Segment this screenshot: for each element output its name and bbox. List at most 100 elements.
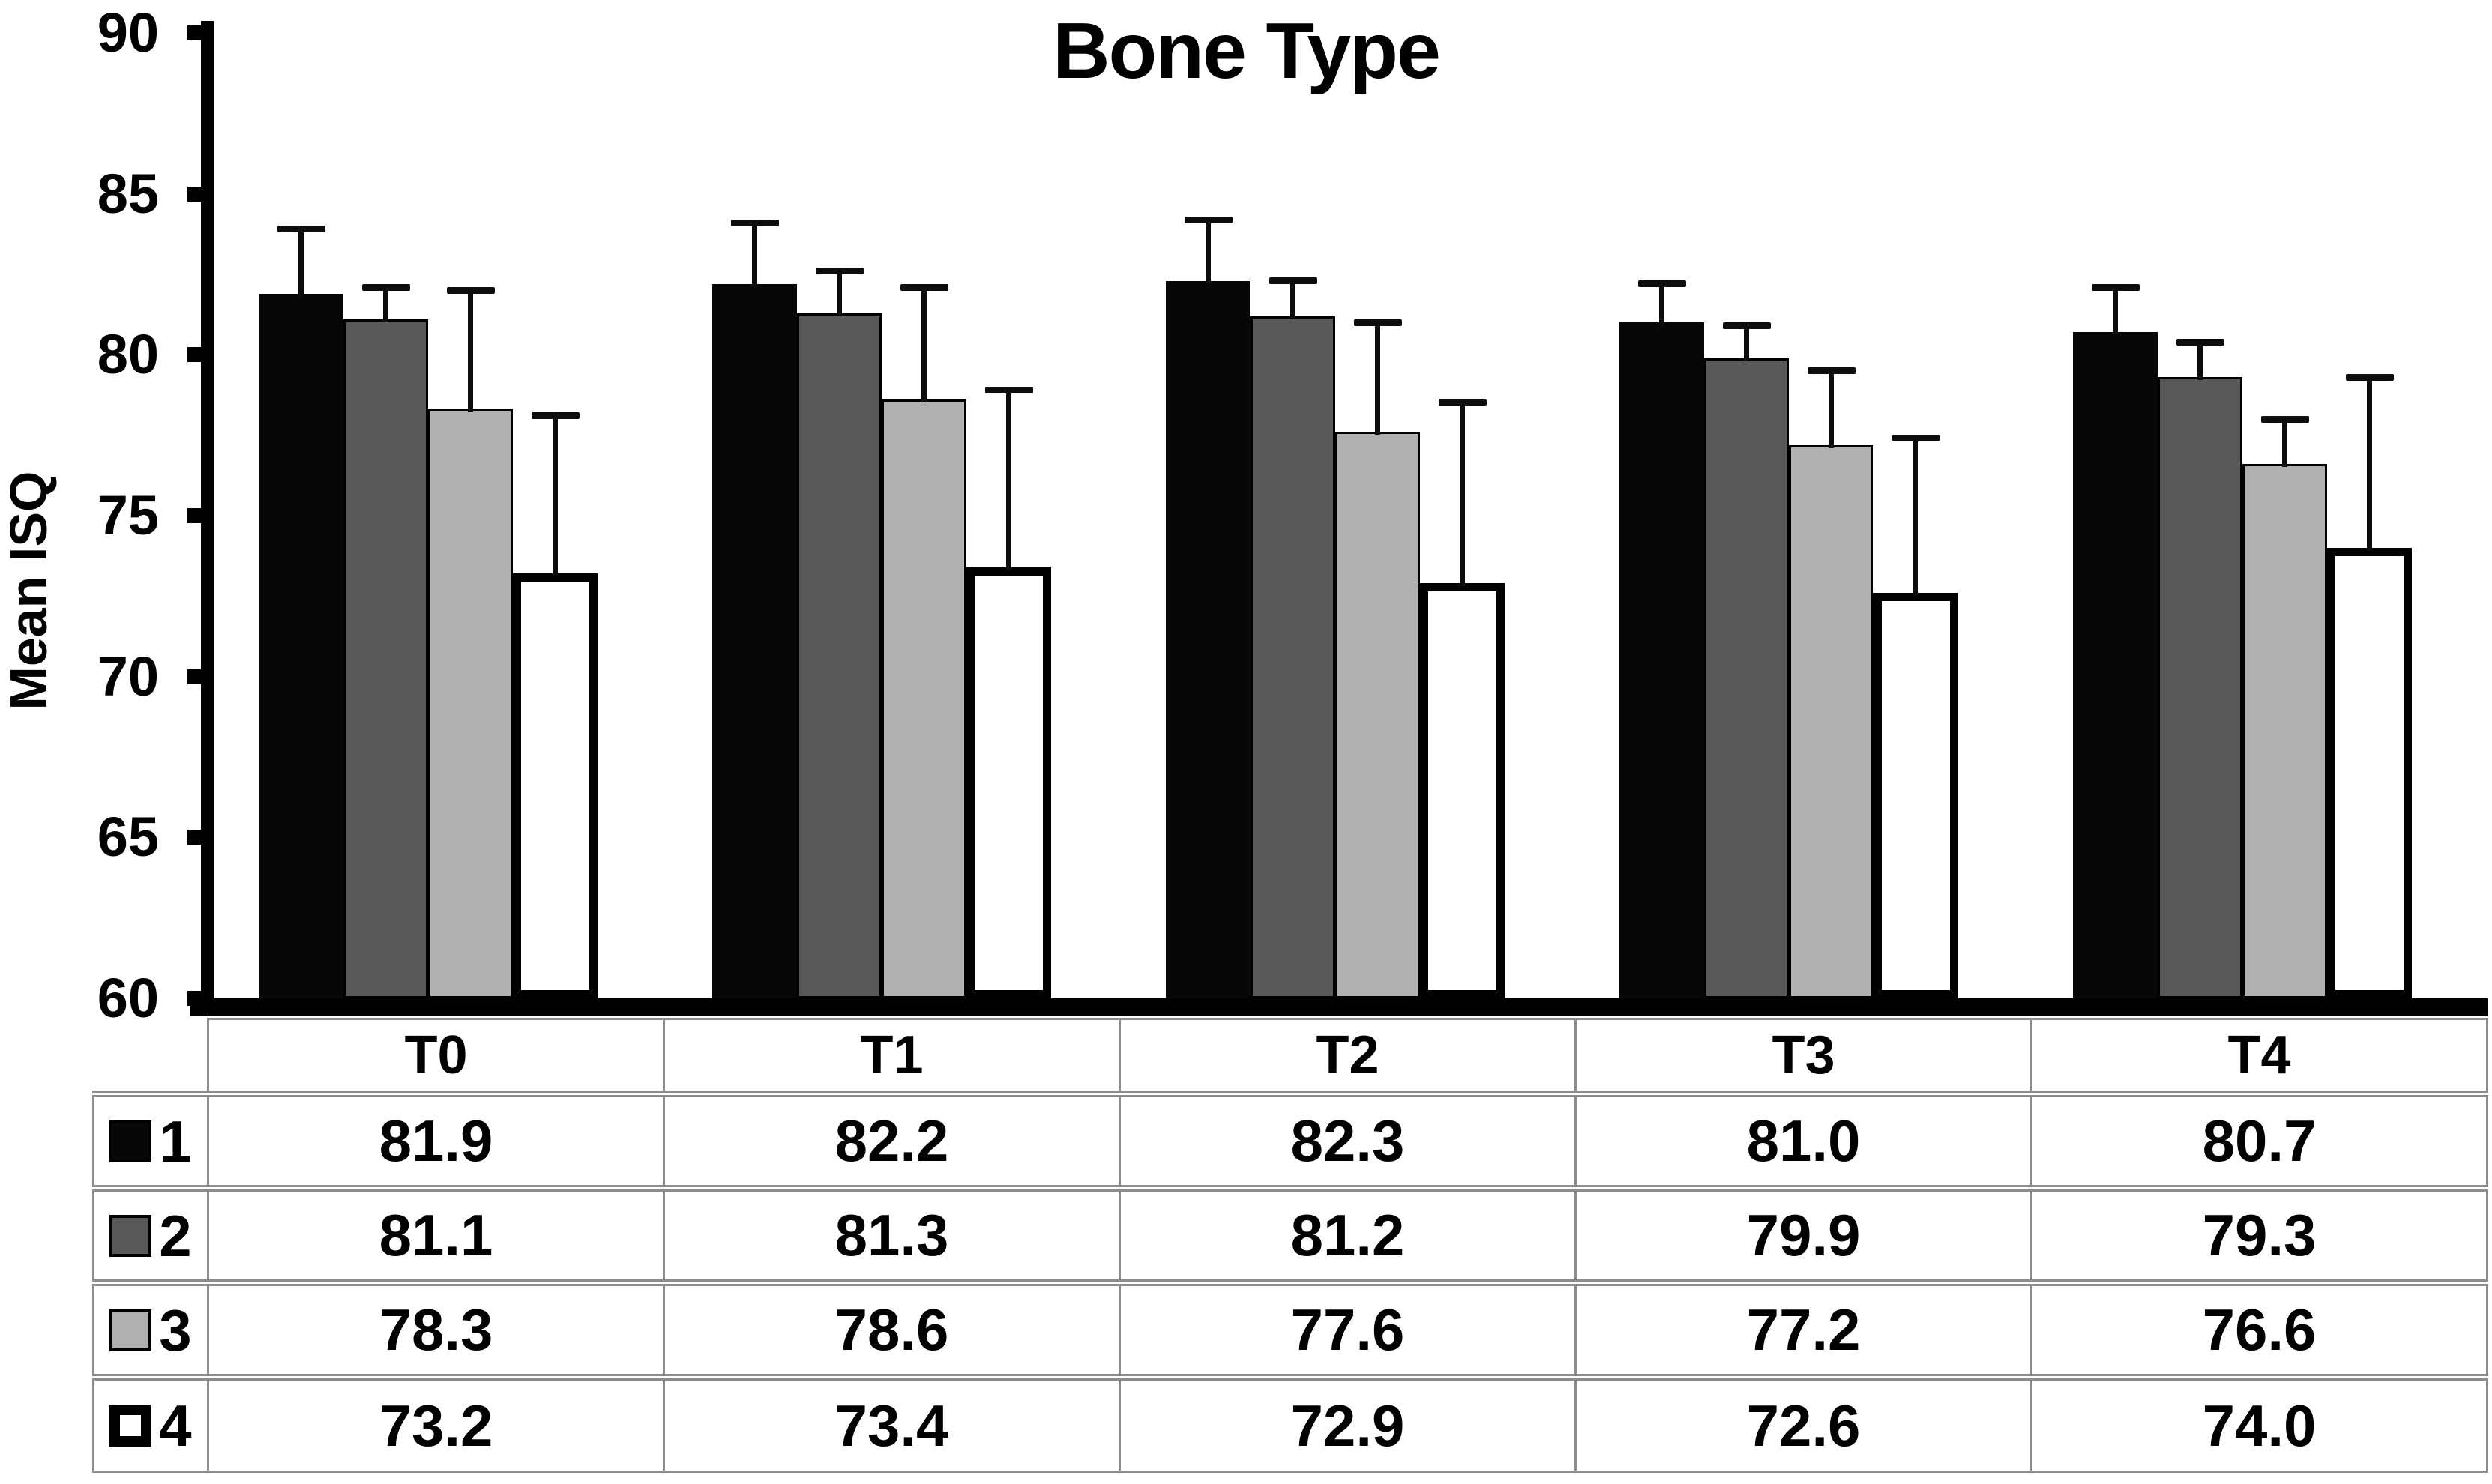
table-header-T4: T4 (2030, 1018, 2488, 1095)
table-cell-T1-series-2: 81.3 (663, 1187, 1121, 1284)
error-bar-cap-T0-series-1 (277, 226, 325, 233)
error-bar-line-T4-series-2 (2197, 342, 2203, 381)
bar-T2-series-3 (1335, 432, 1420, 998)
y-tick-mark-85 (187, 186, 201, 202)
error-bar-line-T3-series-3 (1829, 370, 1834, 448)
bar-T4-series-1 (2073, 332, 2158, 998)
error-bar-cap-T2-series-2 (1268, 277, 1317, 285)
error-bar-line-T2-series-3 (1375, 322, 1380, 435)
bar-T1-series-1 (712, 283, 797, 998)
error-bar-line-T1-series-3 (921, 287, 927, 403)
table-cell-T0-series-2: 81.1 (207, 1187, 665, 1284)
bar-T2-series-2 (1250, 316, 1335, 998)
error-bar-cap-T1-series-4 (984, 387, 1033, 394)
error-bar-line-T2-series-1 (1206, 220, 1211, 284)
error-bar-line-T2-series-2 (1290, 280, 1295, 319)
y-tick-label-70: 70 (97, 645, 159, 708)
table-header-stub (94, 1019, 208, 1094)
y-tick-label-85: 85 (97, 162, 159, 225)
table-header-T1: T1 (663, 1018, 1121, 1095)
error-bar-cap-T2-series-4 (1438, 399, 1487, 407)
error-bar-line-T3-series-2 (1744, 325, 1749, 361)
data-table: T0 T1 T2 T3 T4 1 81.9 82.2 82.3 81.0 80.7 2 81.1 81.3… (92, 1018, 2488, 1473)
error-bar-line-T1-series-4 (1006, 390, 1011, 570)
table-row-series-4: 4 73.2 73.4 72.9 72.6 74.0 (92, 1376, 2488, 1473)
table-cell-T3-series-3: 77.2 (1574, 1282, 2032, 1378)
table-cell-T2-series-3: 77.6 (1119, 1282, 1577, 1378)
table-cell-T3-series-4: 72.6 (1574, 1376, 2032, 1473)
error-bar-line-T0-series-4 (553, 415, 558, 577)
table-cell-T1-series-3: 78.6 (663, 1282, 1121, 1378)
legend-series-label-4: 4 (159, 1393, 192, 1459)
table-cell-T3-series-1: 81.0 (1574, 1093, 2032, 1189)
y-tick-mark-90 (187, 25, 201, 40)
error-bar-cap-T2-series-1 (1184, 216, 1233, 223)
error-bar-line-T2-series-4 (1460, 402, 1465, 587)
error-bar-line-T4-series-3 (2282, 419, 2287, 468)
table-row-series-1: 1 81.9 82.2 82.3 81.0 80.7 (92, 1093, 2488, 1189)
legend-swatch-3 (109, 1309, 152, 1351)
table-cell-T4-series-2: 79.3 (2030, 1187, 2488, 1284)
error-bar-cap-T3-series-2 (1722, 322, 1771, 330)
legend-swatch-1 (109, 1120, 152, 1162)
bar-T4-series-3 (2242, 464, 2327, 998)
legend-cell-series-4: 4 (92, 1376, 209, 1473)
error-bar-line-T3-series-1 (1659, 283, 1664, 326)
legend-series-label-1: 1 (159, 1108, 192, 1174)
table-cell-T1-series-1: 82.2 (663, 1093, 1121, 1189)
bar-T0-series-4 (513, 573, 598, 998)
bar-T3-series-2 (1704, 358, 1789, 998)
bar-T0-series-2 (343, 319, 428, 998)
bar-T3-series-3 (1789, 444, 1873, 998)
bar-T0-series-1 (259, 293, 343, 998)
y-axis-line (201, 21, 214, 1016)
error-bar-cap-T0-series-3 (446, 286, 495, 294)
table-cell-T0-series-1: 81.9 (207, 1093, 665, 1189)
y-tick-label-75: 75 (97, 484, 159, 546)
error-bar-cap-T4-series-4 (2345, 373, 2394, 381)
x-axis-baseline (190, 998, 2488, 1016)
bar-T3-series-4 (1873, 593, 1958, 998)
error-bar-cap-T1-series-3 (900, 283, 948, 291)
table-cell-T4-series-1: 80.7 (2030, 1093, 2488, 1189)
y-tick-label-90: 90 (97, 1, 159, 64)
table-cell-T0-series-4: 73.2 (207, 1376, 665, 1473)
error-bar-cap-T2-series-3 (1353, 319, 1402, 326)
table-header-T0: T0 (207, 1018, 665, 1095)
table-cell-T1-series-4: 73.4 (663, 1376, 1121, 1473)
error-bar-cap-T4-series-2 (2176, 338, 2224, 346)
table-header-row: T0 T1 T2 T3 T4 (94, 1018, 2488, 1095)
error-bar-cap-T1-series-2 (815, 268, 864, 275)
legend-cell-series-1: 1 (92, 1093, 209, 1189)
error-bar-cap-T0-series-4 (531, 412, 580, 420)
bar-T2-series-4 (1420, 583, 1505, 998)
table-header-T2: T2 (1119, 1018, 1577, 1095)
error-bar-line-T0-series-2 (383, 287, 388, 323)
y-tick-mark-70 (187, 669, 201, 684)
error-bar-line-T1-series-2 (837, 271, 842, 316)
error-bar-line-T1-series-1 (752, 223, 757, 287)
bar-T4-series-4 (2327, 547, 2412, 998)
bar-T1-series-3 (882, 399, 966, 998)
table-cell-T2-series-4: 72.9 (1119, 1376, 1577, 1473)
chart-title: Bone Type (1053, 7, 1441, 95)
table-header-T3: T3 (1574, 1018, 2032, 1095)
legend-swatch-4 (109, 1405, 152, 1447)
table-cell-T2-series-1: 82.3 (1119, 1093, 1577, 1189)
table-row-series-2: 2 81.1 81.3 81.2 79.9 79.3 (92, 1187, 2488, 1284)
legend-series-label-3: 3 (159, 1297, 192, 1363)
error-bar-cap-T4-series-3 (2260, 415, 2309, 423)
y-tick-mark-80 (187, 347, 201, 363)
y-tick-label-80: 80 (97, 323, 159, 386)
error-bar-cap-T3-series-4 (1891, 435, 1940, 442)
error-bar-line-T3-series-4 (1913, 438, 1918, 597)
table-cell-T4-series-3: 76.6 (2030, 1282, 2488, 1378)
bar-T4-series-2 (2158, 377, 2242, 998)
table-cell-T3-series-2: 79.9 (1574, 1187, 2032, 1284)
error-bar-line-T4-series-1 (2113, 287, 2118, 336)
y-tick-label-65: 65 (97, 806, 159, 869)
legend-swatch-2 (109, 1214, 152, 1257)
bar-T0-series-3 (428, 409, 513, 998)
error-bar-cap-T1-series-1 (730, 219, 779, 226)
